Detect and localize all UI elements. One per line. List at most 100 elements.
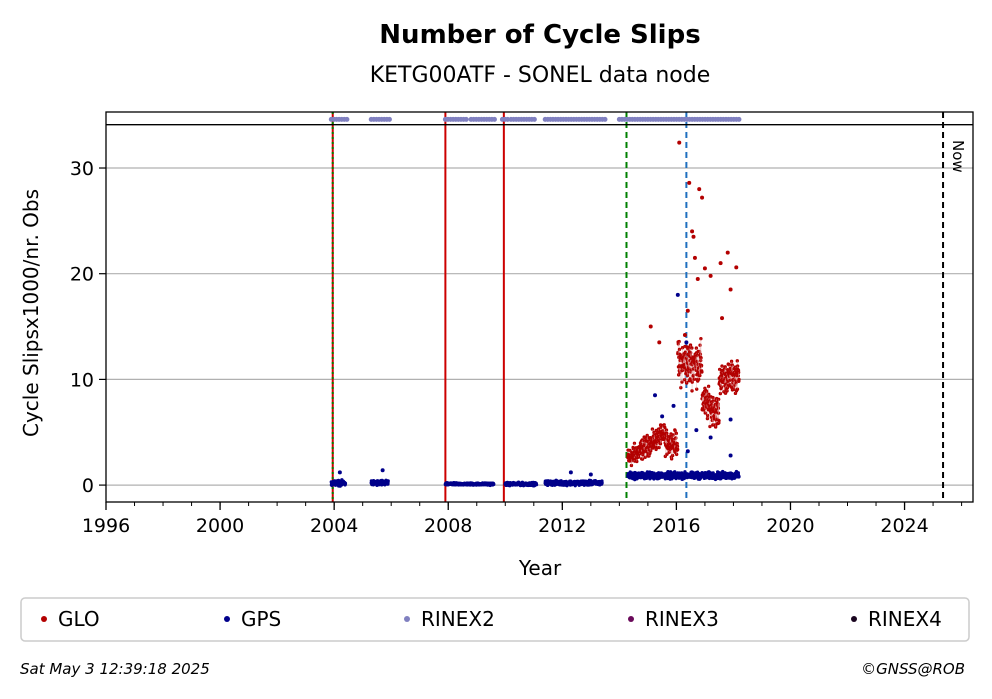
gps-point	[337, 470, 342, 475]
x-tick-label: 2008	[424, 515, 472, 537]
glo-point	[720, 316, 725, 321]
glo-point	[697, 187, 702, 192]
glo-point	[723, 365, 727, 369]
gps-point	[736, 471, 740, 475]
footer-credit: ©GNSS@ROB	[861, 660, 965, 678]
glo-point	[711, 399, 715, 403]
legend-box	[20, 597, 970, 642]
y-tick-label: 0	[82, 475, 94, 497]
glo-point	[673, 429, 677, 433]
glo-point	[687, 180, 692, 185]
glo-point	[675, 444, 680, 449]
glo-point	[685, 308, 690, 313]
y-axis-ticks: 0 10 20 30	[70, 158, 106, 497]
gps-point	[685, 449, 690, 454]
rinex2-marker	[491, 116, 497, 122]
glo-point	[700, 370, 704, 374]
glo-point	[702, 266, 707, 271]
glo-point	[674, 431, 679, 436]
glo-point	[692, 255, 697, 260]
event-lines	[331, 112, 945, 502]
glo-point	[683, 352, 688, 356]
x-axis-label: Year	[518, 556, 562, 580]
glo-point	[691, 234, 696, 239]
glo-point	[725, 250, 730, 255]
gps-point	[386, 479, 390, 483]
legend-marker-rinex4	[851, 616, 857, 622]
glo-point	[708, 273, 713, 278]
glo-point	[717, 418, 721, 423]
gps-point	[343, 481, 348, 486]
gps-point	[694, 428, 699, 433]
glo-point	[690, 229, 695, 234]
glo-point	[680, 346, 685, 350]
glo-point	[706, 384, 711, 389]
glo-point	[671, 433, 675, 437]
observation-band	[328, 116, 742, 122]
glo-point	[656, 427, 661, 431]
gps-point	[568, 470, 573, 475]
chart-subtitle: KETG00ATF - SONEL data node	[370, 63, 711, 88]
gps-point	[671, 403, 676, 408]
legend-label-rinex2: RINEX2	[421, 607, 495, 631]
chart-title: Number of Cycle Slips	[379, 20, 700, 50]
legend-marker-rinex3	[628, 616, 634, 622]
glo-point	[677, 347, 682, 352]
glo-point	[694, 346, 699, 350]
legend-marker-gps	[224, 616, 230, 622]
x-tick-label: 2020	[766, 515, 814, 537]
glo-point	[652, 430, 656, 435]
glo-point	[729, 359, 734, 364]
glo-point	[735, 364, 740, 368]
glo-point	[695, 276, 700, 281]
glo-point	[648, 324, 653, 329]
grid-lines	[106, 167, 973, 486]
y-tick-label: 20	[70, 264, 94, 286]
rinex2-marker	[736, 116, 742, 122]
gps-point	[660, 414, 665, 419]
legend-label-gps: GPS	[241, 607, 281, 631]
legend-marker-rinex2	[404, 616, 410, 622]
glo-point	[718, 261, 723, 266]
glo-point	[700, 195, 705, 200]
rinex2-marker	[344, 116, 350, 122]
now-label: Now	[949, 140, 967, 173]
glo-point	[675, 447, 680, 452]
rinex2-marker	[531, 116, 537, 122]
data-points	[329, 140, 741, 488]
glo-point	[720, 364, 724, 368]
glo-point	[663, 425, 667, 430]
gps-point	[684, 340, 689, 345]
x-tick-label: 2024	[880, 515, 928, 537]
gps-point	[492, 482, 496, 487]
gps-point	[600, 481, 604, 485]
rinex2-marker	[463, 116, 469, 122]
glo-point	[682, 333, 687, 338]
glo-point	[697, 349, 702, 354]
rinex2-marker	[602, 116, 608, 122]
rinex2-marker	[386, 116, 392, 122]
gps-point	[588, 472, 593, 477]
plot-frame	[105, 111, 974, 503]
gps-point	[534, 482, 539, 487]
y-tick-label: 10	[70, 369, 94, 391]
glo-point	[675, 441, 679, 446]
gps-point	[737, 474, 741, 479]
legend-label-rinex4: RINEX4	[868, 607, 942, 631]
footer-date: Sat May 3 12:39:18 2025	[20, 660, 210, 678]
x-tick-label: 2004	[310, 515, 358, 537]
legend-label-glo: GLO	[58, 607, 100, 631]
glo-point	[677, 140, 682, 145]
x-tick-label: 2012	[538, 515, 586, 537]
glo-point	[705, 395, 709, 399]
glo-point	[737, 377, 741, 382]
legend: GLO GPS RINEX2 RINEX3 RINEX4	[41, 607, 942, 631]
glo-point	[650, 427, 655, 431]
glo-point	[707, 392, 711, 397]
glo-point	[728, 287, 733, 292]
gps-point	[708, 435, 713, 440]
y-tick-label: 30	[70, 158, 94, 180]
glo-point	[677, 339, 681, 344]
glo-point	[734, 265, 739, 270]
